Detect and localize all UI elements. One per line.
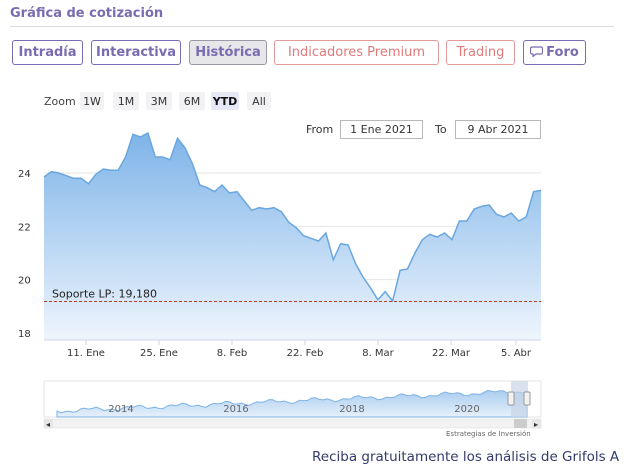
zoom-1m-button[interactable]: 1M bbox=[113, 92, 139, 110]
zoom-all-button[interactable]: All bbox=[247, 92, 271, 110]
scroll-left-button bbox=[44, 419, 53, 428]
range-to-input[interactable]: 9 Abr 2021 bbox=[455, 120, 541, 139]
section-title: Gráfica de cotización bbox=[10, 6, 164, 21]
tab-interactiva[interactable]: Interactiva bbox=[91, 40, 181, 65]
navigator-left-handle bbox=[507, 391, 515, 406]
navigator-area bbox=[56, 389, 528, 418]
navigator-year-label: 2020 bbox=[454, 404, 479, 415]
tab-trading[interactable]: Trading bbox=[446, 40, 515, 65]
navigator-year-label: 2018 bbox=[339, 404, 364, 415]
x-tick-label: 22. Feb bbox=[287, 348, 324, 359]
navigator-selection bbox=[511, 381, 528, 417]
tab-intradia[interactable]: Intradía bbox=[12, 40, 83, 65]
tab-indicadores-premium[interactable]: Indicadores Premium bbox=[274, 40, 439, 65]
range-to-label: To bbox=[435, 123, 447, 136]
scrollbar[interactable]: ◂ ▸ bbox=[43, 418, 542, 429]
chat-bubble-icon bbox=[530, 45, 544, 60]
navigator[interactable]: 2014 2016 2018 2020 bbox=[43, 380, 542, 418]
price-area bbox=[44, 133, 541, 340]
x-tick-label: 22. Mar bbox=[432, 348, 471, 359]
footer-promo-text[interactable]: Reciba gratuitamente los análisis de Gri… bbox=[312, 449, 620, 465]
support-label: Soporte LP: 19,180 bbox=[52, 288, 157, 301]
zoom-3m-button[interactable]: 3M bbox=[146, 92, 172, 110]
x-tick-label: 25. Ene bbox=[140, 348, 178, 359]
zoom-ytd-button[interactable]: YTD bbox=[211, 92, 239, 110]
scroll-right-arrow-icon: ▸ bbox=[534, 420, 538, 429]
range-from-input[interactable]: 1 Ene 2021 bbox=[340, 120, 423, 139]
range-from-label: From bbox=[306, 123, 334, 136]
y-tick-label: 24 bbox=[18, 169, 31, 180]
y-tick-label: 22 bbox=[18, 222, 31, 233]
zoom-label: Zoom bbox=[44, 95, 76, 108]
tab-foro-label: Foro bbox=[546, 45, 579, 60]
scrollbar-thumb bbox=[514, 419, 527, 428]
x-tick-label: 11. Ene bbox=[67, 348, 105, 359]
tab-historica[interactable]: Histórica bbox=[189, 40, 267, 65]
x-tick-label: 8. Feb bbox=[217, 348, 247, 359]
x-tick-label: 8. Mar bbox=[362, 348, 394, 359]
chart-credit[interactable]: Estrategias de Inversión bbox=[446, 430, 531, 438]
navigator-year-label: 2014 bbox=[108, 404, 133, 415]
zoom-6m-button[interactable]: 6M bbox=[179, 92, 205, 110]
scroll-left-arrow-icon: ◂ bbox=[46, 420, 50, 429]
price-line bbox=[43, 131, 542, 303]
tab-foro[interactable]: Foro bbox=[523, 40, 586, 65]
zoom-1w-button[interactable]: 1W bbox=[80, 92, 104, 110]
navigator-year-label: 2016 bbox=[223, 404, 248, 415]
y-tick-label: 20 bbox=[18, 276, 31, 287]
title-divider bbox=[10, 26, 614, 27]
y-tick-label: 18 bbox=[18, 329, 31, 340]
scroll-right-button bbox=[532, 419, 541, 428]
navigator-right-handle bbox=[523, 391, 531, 406]
x-tick-label: 5. Abr bbox=[501, 348, 532, 359]
